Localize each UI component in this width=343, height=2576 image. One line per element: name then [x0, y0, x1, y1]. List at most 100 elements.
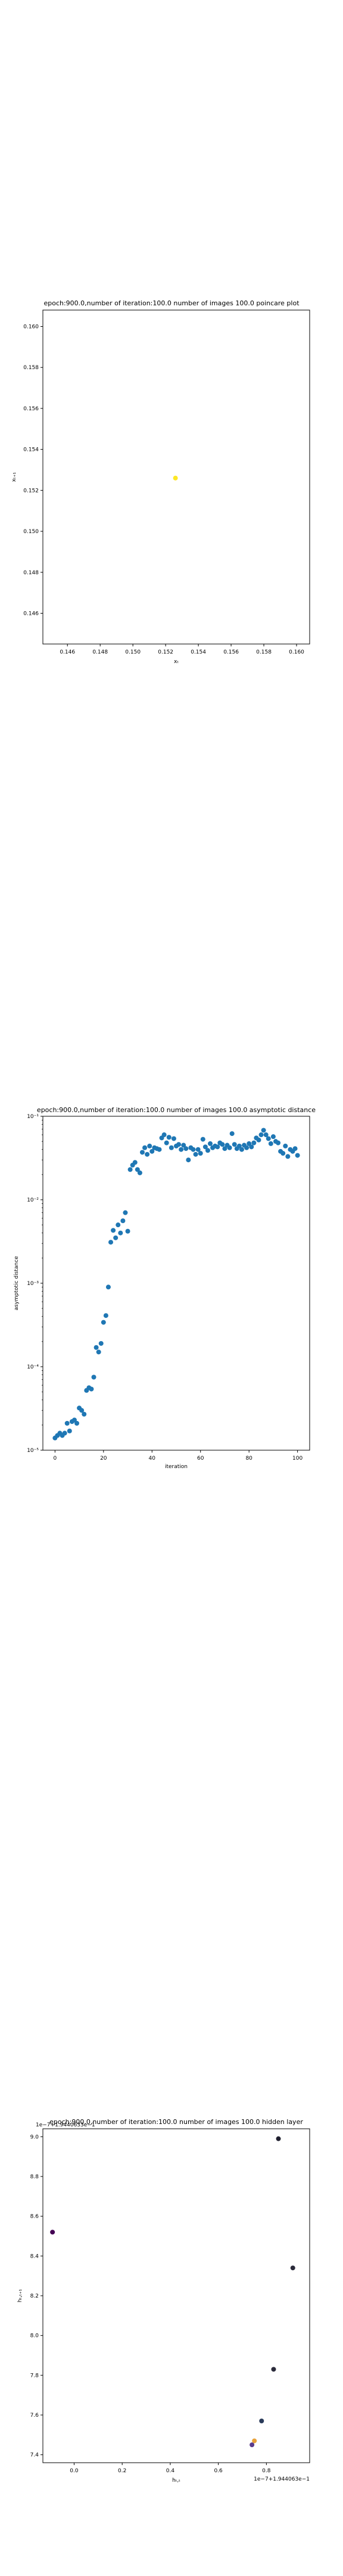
x-tick-label: 60 [197, 1456, 204, 1462]
y-ticks: 0.146 0.148 0.150 0.152 0.154 0.156 0.158 0.160 [23, 324, 43, 617]
x-tick-label: 20 [100, 1456, 107, 1462]
data-point [200, 1137, 205, 1142]
x-ticks: 0 20 40 60 80 100 [53, 1450, 303, 1462]
x-tick-label: 0.156 [223, 649, 239, 655]
hidden-layer-plot: epoch:900.0,number of iteration:100.0 nu… [17, 2118, 310, 2484]
data-point [220, 1142, 225, 1147]
data-point [116, 1222, 121, 1228]
data-point [276, 2136, 281, 2141]
data-point [276, 1140, 281, 1145]
data-point [137, 1170, 142, 1175]
data-point [290, 2265, 295, 2271]
data-point [67, 1428, 72, 1433]
data-point [191, 1147, 196, 1152]
data-point [283, 1143, 288, 1148]
data-point [123, 1210, 128, 1215]
x-tick-label: 0.8 [262, 2468, 271, 2474]
data-point [250, 2442, 255, 2447]
data-point [179, 1147, 184, 1152]
data-point [258, 1132, 264, 1138]
plot-frame [42, 309, 310, 645]
y-axis-label: asymptotic distance [14, 1256, 20, 1310]
y-offset-text: 1e−7+1.9440633e−1 [36, 2122, 95, 2128]
data-point [139, 1150, 145, 1155]
y-tick-label: 10⁻² [27, 1197, 39, 1203]
data-point [268, 1141, 273, 1146]
data-point [82, 1411, 87, 1417]
y-tick-label: 0.148 [23, 570, 39, 576]
x-tick-label: 0.152 [158, 649, 173, 655]
y-tick-label: 0.150 [23, 529, 39, 535]
x-tick-label: 0.4 [166, 2468, 175, 2474]
data-point [166, 1135, 172, 1140]
data-point [157, 1147, 162, 1152]
data-point [251, 1140, 257, 1145]
data-point [266, 1136, 271, 1141]
data-point [263, 1132, 269, 1138]
data-point [195, 1147, 201, 1152]
data-point [295, 1153, 300, 1158]
y-tick-label: 8.4 [30, 2253, 39, 2259]
data-point [249, 1144, 254, 1150]
y-tick-label: 0.160 [23, 324, 39, 330]
plot-frame [42, 1116, 310, 1451]
data-point [292, 1146, 298, 1151]
data-point [176, 1142, 182, 1147]
x-tick-label: 0.146 [60, 649, 75, 655]
data-point [169, 1145, 174, 1150]
y-tick-label: 8.8 [30, 2174, 39, 2180]
data-point [108, 1240, 114, 1245]
data-point [96, 1349, 101, 1355]
data-point [256, 1137, 261, 1143]
y-tick-label: 10⁻³ [27, 1281, 39, 1287]
data-point [71, 1417, 77, 1423]
y-tick-label: 0.152 [23, 488, 39, 494]
asymptotic-distance-plot: epoch:900.0,number of iteration:100.0 nu… [14, 1106, 316, 1470]
x-tick-label: 100 [292, 1456, 303, 1462]
y-tick-label: 10⁻⁴ [27, 1364, 39, 1370]
data-point [135, 1167, 140, 1172]
data-point [93, 1345, 99, 1350]
data-point [236, 1143, 242, 1148]
x-tick-label: 0.154 [191, 649, 206, 655]
data-point [222, 1146, 227, 1151]
plot-frame [42, 2128, 310, 2463]
x-tick-label: 0.160 [289, 649, 304, 655]
y-tick-label: 0.154 [23, 447, 39, 453]
x-tick-label: 0 [53, 1456, 57, 1462]
data-point [232, 1142, 237, 1147]
x-tick-label: 0.2 [118, 2468, 126, 2474]
data-point [215, 1144, 220, 1150]
y-tick-label: 10⁻¹ [27, 1114, 39, 1120]
data-point [125, 1228, 130, 1234]
data-point [79, 1408, 85, 1413]
data-point [142, 1145, 148, 1150]
data-point [145, 1151, 150, 1157]
data-point [186, 1157, 191, 1163]
data-point [62, 1431, 67, 1436]
data-point [183, 1146, 189, 1151]
data-point [120, 1218, 126, 1224]
poincare-plot: epoch:900.0,number of iteration:100.0 nu… [11, 299, 310, 665]
x-tick-label: 0.150 [125, 649, 141, 655]
data-point [205, 1148, 210, 1153]
y-ticks: 7.4 7.6 7.8 8.0 8.2 8.4 8.6 8.8 9.0 [30, 2134, 43, 2459]
data-point [239, 1147, 244, 1152]
data-points [173, 475, 178, 481]
x-tick-label: 40 [149, 1456, 156, 1462]
data-point [111, 1228, 116, 1233]
data-point [74, 1420, 80, 1426]
data-points [50, 2136, 295, 2447]
data-point [89, 1386, 94, 1392]
data-point [132, 1160, 138, 1165]
chart-title: epoch:900.0,number of iteration:100.0 nu… [37, 1106, 316, 1114]
data-point [270, 1134, 276, 1140]
y-tick-label: 8.2 [30, 2293, 39, 2299]
y-tick-label: 0.156 [23, 406, 39, 412]
y-tick-label: 0.158 [23, 365, 39, 371]
y-tick-label: 7.8 [30, 2373, 39, 2379]
data-points [52, 1128, 300, 1441]
data-point [208, 1141, 213, 1146]
data-point [98, 1340, 104, 1346]
